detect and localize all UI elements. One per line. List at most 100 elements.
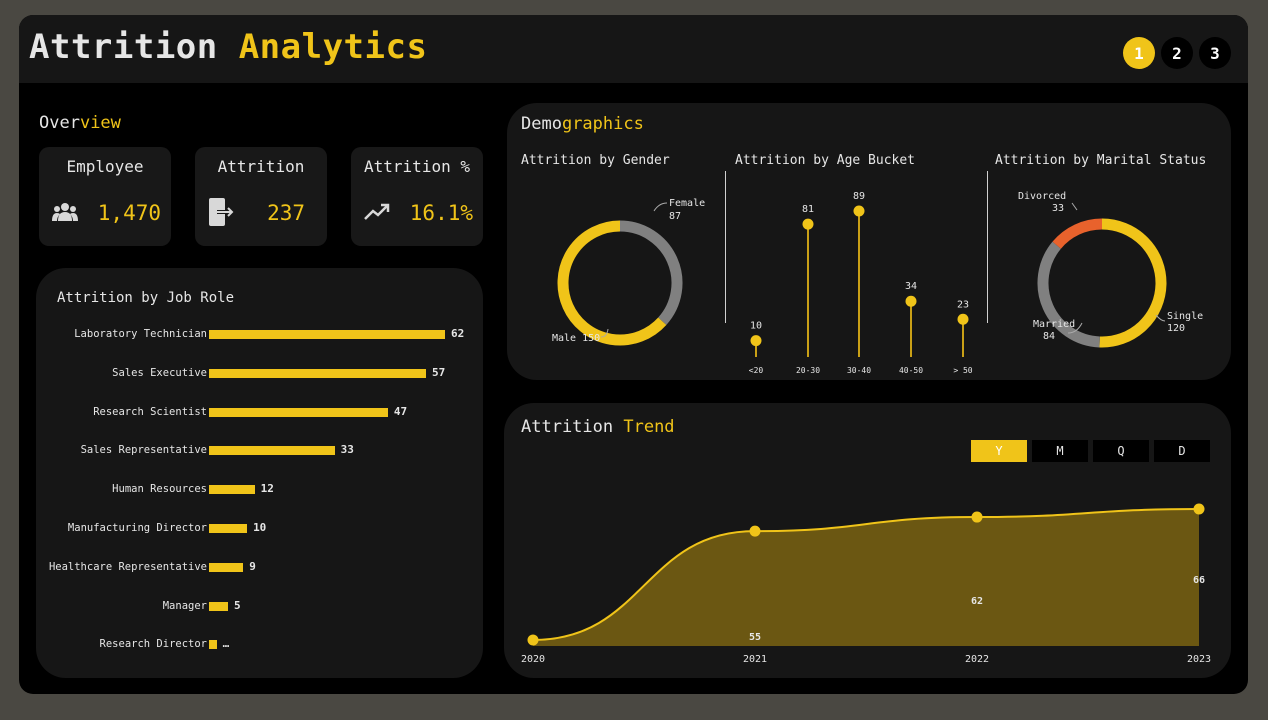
married-value: 84 <box>1043 331 1055 342</box>
demographics-panel: Demographics Attrition by Gender Attriti… <box>507 103 1231 380</box>
job-role-label: Sales Representative <box>80 444 207 457</box>
age-value-label: 89 <box>853 191 865 202</box>
single-label: Single <box>1167 311 1203 322</box>
job-role-label: Manager <box>162 599 207 612</box>
trend-point[interactable] <box>1193 503 1205 515</box>
marital-chart-title: Attrition by Marital Status <box>995 153 1207 168</box>
trend-point[interactable] <box>527 634 539 646</box>
people-icon <box>52 203 78 221</box>
trend-x-tick: 2022 <box>965 654 989 665</box>
trend-value-label: 62 <box>971 596 983 607</box>
trend-x-tick: 2023 <box>1187 654 1211 665</box>
job-role-row: Human Resources 12 <box>36 482 476 497</box>
job-role-row: Manufacturing Director 10 <box>36 521 476 536</box>
trend-value-label: 55 <box>749 632 761 643</box>
page-navigator: 1 2 3 <box>1123 37 1231 69</box>
age-point[interactable] <box>905 295 917 307</box>
kpi-label: Attrition % <box>364 157 470 176</box>
job-role-title: Attrition by Job Role <box>57 290 235 306</box>
donut-slice-single[interactable] <box>1099 218 1167 348</box>
age-value-label: 23 <box>957 299 969 310</box>
leader-line <box>1155 314 1166 322</box>
job-role-value: 57 <box>431 365 446 379</box>
trend-x-tick: 2020 <box>521 654 545 665</box>
kpi-value: 1,470 <box>97 201 161 225</box>
header-bar: Attrition Analytics 1 2 3 <box>19 15 1248 83</box>
age-tick-label: 20-30 <box>796 366 820 375</box>
kpi-value: 16.1% <box>409 201 473 225</box>
job-role-row: Healthcare Representative 9 <box>36 559 476 575</box>
job-role-bar <box>209 524 248 533</box>
trend-area <box>533 509 1199 646</box>
job-role-label: Research Scientist <box>93 405 207 418</box>
leader-line <box>653 202 668 212</box>
job-role-bar <box>209 330 445 339</box>
trend-title-white: Attrition <box>521 417 624 437</box>
age-value-label: 34 <box>905 281 917 292</box>
job-role-label: Laboratory Technician <box>74 328 207 340</box>
donut-slice-married[interactable] <box>1037 241 1101 348</box>
job-role-row: Sales Representative 33 <box>36 443 476 458</box>
toggle-month[interactable]: M <box>1032 440 1088 462</box>
job-role-row: Manager 5 <box>36 598 476 614</box>
job-role-bar <box>209 562 244 572</box>
job-role-bar <box>209 485 255 495</box>
trend-line <box>532 508 1200 641</box>
female-value: 87 <box>669 211 681 222</box>
age-point[interactable] <box>957 313 969 325</box>
trend-title-yellow: Trend <box>623 417 675 437</box>
age-value-label: 81 <box>802 204 814 215</box>
overview-title-yellow: view <box>79 113 121 133</box>
page-button-1[interactable]: 1 <box>1123 37 1155 69</box>
trend-x-tick: 2021 <box>743 654 767 665</box>
job-role-row: Research Director… <box>36 637 476 652</box>
age-value-label: 10 <box>750 321 762 332</box>
age-tick-label: > 50 <box>953 366 972 375</box>
demographics-title-white: Demo <box>521 114 562 134</box>
job-role-bar <box>209 407 388 417</box>
toggle-quarter[interactable]: Q <box>1093 440 1149 462</box>
overview-title-white: Over <box>39 113 80 133</box>
job-role-row: Research Scientist 47 <box>36 405 476 420</box>
marital-donut <box>1037 218 1167 348</box>
donut-slice-female[interactable] <box>619 220 683 325</box>
job-role-value: 62 <box>451 327 465 340</box>
job-role-value: 9 <box>249 559 256 573</box>
trend-panel: Attrition Trend Y M Q D 2020 2021 55 2022 62… <box>504 403 1231 678</box>
page-button-3[interactable]: 3 <box>1199 37 1231 69</box>
gender-chart-title: Attrition by Gender <box>521 153 670 168</box>
job-role-value: … <box>222 637 230 651</box>
demographics-charts: Female 87 Male 150 10 <20 81 20-30 89 30-40 34… <box>552 191 1203 375</box>
donut-slice-male[interactable] <box>557 220 667 346</box>
job-role-value: 33 <box>340 443 354 457</box>
age-chart-title: Attrition by Age Bucket <box>735 153 916 168</box>
exit-door-icon <box>209 198 235 226</box>
trend-title: Attrition Trend <box>521 417 675 437</box>
leader-line <box>1071 202 1078 211</box>
job-role-label: Human Resources <box>112 483 207 496</box>
job-role-value: 5 <box>234 598 241 612</box>
page-title: Attrition Analytics <box>29 27 427 67</box>
age-point[interactable] <box>802 218 814 230</box>
job-role-label: Healthcare Representative <box>48 560 207 573</box>
single-value: 120 <box>1167 323 1185 334</box>
toggle-year[interactable]: Y <box>971 440 1027 462</box>
age-point[interactable] <box>750 335 762 347</box>
toggle-day[interactable]: D <box>1154 440 1210 462</box>
trend-point[interactable] <box>749 525 761 537</box>
age-lollipop-chart: 10 <20 81 20-30 89 30-40 34 40-50 23 > 50 <box>749 191 973 375</box>
overview-title: Overview <box>39 113 121 133</box>
donut-slice-divorced[interactable] <box>1052 218 1103 249</box>
age-point[interactable] <box>853 205 865 217</box>
kpi-label: Attrition <box>217 157 305 176</box>
kpi-label: Employee <box>66 157 144 176</box>
job-role-label: Sales Executive <box>112 366 207 379</box>
granularity-toggle-group: Y M Q D <box>971 440 1210 462</box>
page-button-2[interactable]: 2 <box>1161 37 1193 69</box>
male-label: Male 150 <box>552 333 600 344</box>
age-tick-label: <20 <box>749 366 764 375</box>
job-role-bar <box>209 640 217 650</box>
trend-point[interactable] <box>971 511 983 523</box>
demographics-title: Demographics <box>521 114 644 134</box>
kpi-card-attrition-percent: Attrition % 16.1% <box>351 147 483 246</box>
